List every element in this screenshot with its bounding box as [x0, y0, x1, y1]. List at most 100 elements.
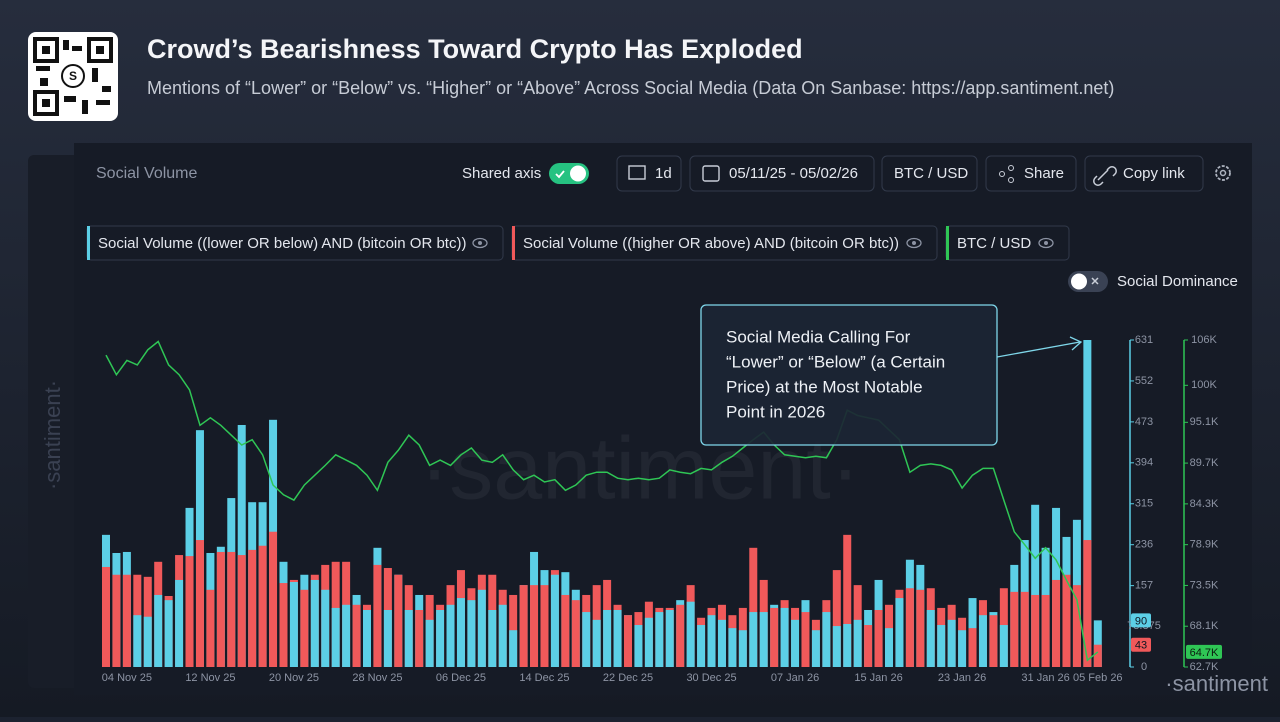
bar [227, 551, 236, 667]
bar [488, 609, 497, 667]
bar [832, 570, 841, 667]
bar [811, 630, 820, 667]
x-tick-label: 31 Jan 26 [1021, 672, 1069, 684]
legend-eye-pupil [1044, 241, 1048, 245]
bar [968, 628, 977, 667]
bar [885, 628, 893, 667]
legend: Social Volume ((lower OR below) AND (bit… [86, 225, 1070, 261]
bar [1093, 644, 1102, 667]
shared-axis-toggle[interactable] [549, 163, 589, 184]
bar [780, 607, 789, 667]
bar [822, 612, 831, 667]
bar [237, 555, 246, 667]
last-value-label: 64.7K [1190, 647, 1219, 659]
bar [864, 625, 873, 667]
last-value-badge [1131, 613, 1151, 628]
bar [738, 630, 747, 667]
bar [342, 604, 351, 667]
y2-tick-label: 84.3K [1190, 498, 1219, 510]
share-button[interactable]: Share [985, 155, 1077, 192]
x-tick-label: 12 Nov 25 [185, 672, 235, 684]
legend-swatch [87, 226, 90, 260]
title: Crowd’s Bearishness Toward Crypto Has Ex… [147, 34, 803, 64]
bar [300, 589, 309, 667]
annotation-line: “Lower” or “Below” (a Certain [726, 352, 945, 371]
legend-eye [1038, 237, 1054, 249]
annotation-arrowhead [1069, 336, 1083, 351]
bar [363, 609, 371, 667]
bar [717, 619, 726, 667]
settings-button[interactable] [1215, 165, 1231, 181]
bar [832, 626, 841, 667]
bar [676, 604, 685, 667]
svg-text:S: S [69, 69, 77, 83]
bar [550, 574, 559, 667]
copy-link-label: Copy link [1123, 165, 1185, 182]
bar [1020, 591, 1029, 667]
bar [425, 619, 434, 667]
interval-button[interactable]: 1d [616, 155, 682, 192]
bar [456, 598, 465, 667]
bar [634, 625, 643, 667]
bar [383, 609, 392, 667]
bar [905, 588, 914, 667]
bar [279, 583, 288, 667]
bar [1083, 540, 1092, 667]
annotation: Social Media Calling For “Lower” or “Belo… [726, 327, 945, 421]
bar [1010, 591, 1019, 667]
last-value-label: 90 [1135, 615, 1147, 627]
legend-eye-pupil [912, 241, 916, 245]
bar [916, 589, 925, 667]
pair-button[interactable]: BTC / USD [881, 155, 978, 192]
bar [686, 601, 695, 667]
bar [112, 574, 121, 667]
shared-axis-label: Shared axis [462, 165, 541, 182]
last-value-badge [1131, 637, 1151, 652]
legend-item[interactable]: BTC / USD [945, 225, 1070, 261]
bar [791, 619, 800, 667]
bar [1031, 594, 1040, 667]
bar [415, 609, 424, 667]
bar [373, 564, 382, 667]
bar [195, 540, 204, 667]
bar [843, 534, 852, 667]
bar [989, 615, 998, 667]
footer-watermark: ·santiment [1165, 671, 1268, 696]
subtitle: Mentions of “Lower” or “Below” vs. “High… [147, 78, 1114, 98]
bar [321, 589, 330, 667]
y2-tick-label: 106K [1191, 334, 1217, 346]
date-range-button[interactable]: 05/11/25 - 05/02/26 [689, 155, 875, 192]
bar [801, 612, 810, 667]
share-label: Share [1024, 165, 1064, 182]
bar [394, 574, 403, 667]
copy-link-button[interactable]: Copy link [1084, 155, 1204, 192]
btc-line [105, 340, 1099, 662]
qr-code: S [28, 32, 118, 121]
bar [1072, 585, 1081, 667]
x-tick-label: 14 Dec 25 [519, 672, 569, 684]
bar [467, 600, 476, 667]
y-tick-label: 394 [1135, 457, 1153, 469]
bar [143, 616, 152, 667]
bar [436, 609, 445, 667]
bar [655, 612, 664, 667]
bar [1083, 340, 1092, 667]
y2-tick-label: 73.5K [1190, 579, 1219, 591]
bar [1031, 504, 1040, 667]
x-tick-label: 20 Nov 25 [269, 672, 319, 684]
bar [958, 630, 967, 667]
annotation-arrow [996, 341, 1081, 358]
bar [1062, 574, 1071, 667]
legend-swatch [512, 226, 515, 260]
y-tick-label: 473 [1135, 416, 1153, 428]
y-tick-label: 0 [1141, 661, 1147, 673]
interval-label: 1d [655, 165, 672, 182]
legend-item[interactable]: Social Volume ((lower OR below) AND (bit… [86, 225, 504, 261]
bar [102, 566, 110, 667]
social-dominance-toggle[interactable] [1068, 271, 1108, 292]
bar [843, 623, 852, 667]
legend-eye [472, 237, 488, 249]
legend-item[interactable]: Social Volume ((higher OR above) AND (bi… [511, 225, 938, 261]
bar [498, 604, 507, 667]
y2-tick-label: 100K [1191, 379, 1217, 391]
